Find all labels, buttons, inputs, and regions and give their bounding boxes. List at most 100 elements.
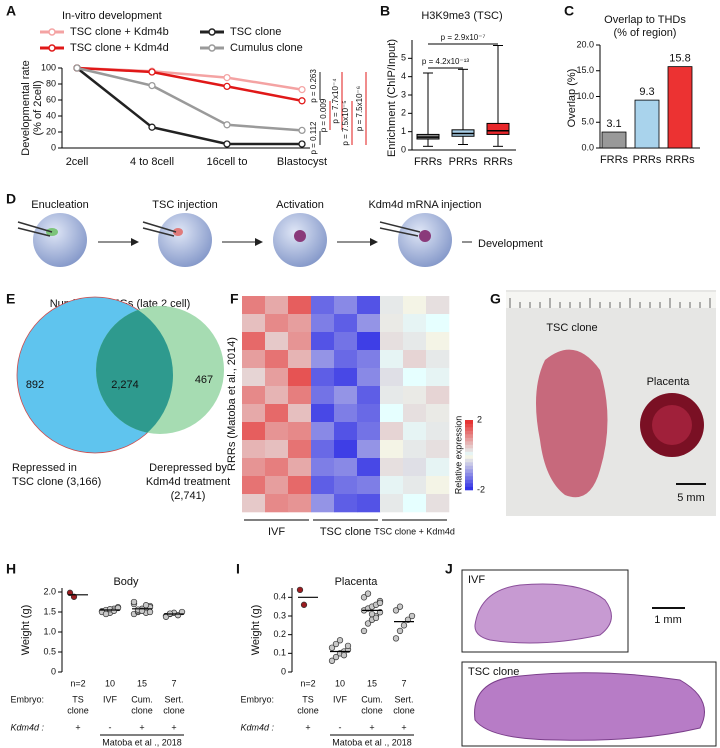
pronucleus — [294, 230, 306, 242]
x-tick-label: clone — [361, 705, 383, 715]
panel-letter: D — [6, 191, 16, 207]
scale-label: 1 mm — [654, 614, 682, 626]
heatmap-cell — [311, 494, 335, 513]
heatmap-cell — [380, 458, 404, 477]
photo: TSC clone Placenta 5 mm — [506, 290, 716, 516]
colorbar-step — [465, 469, 473, 473]
colorbar-step — [465, 472, 473, 477]
value-label: 3.1 — [606, 118, 621, 130]
point — [360, 594, 368, 601]
point — [300, 601, 308, 608]
point — [340, 652, 348, 659]
heatmap-cell — [288, 404, 312, 423]
bar — [634, 99, 660, 149]
row-label: Kdm4d : — [240, 722, 274, 732]
panel-letter: E — [6, 291, 15, 307]
venn-label: TSC clone (3,166) — [12, 476, 101, 488]
heatmap-cell — [426, 404, 450, 423]
point — [392, 635, 400, 642]
y-tick-label: 0.2 — [273, 629, 286, 639]
image-label: IVF — [468, 574, 485, 586]
venn-label: Repressed in — [12, 462, 77, 474]
colorbar-tick-label: 2 — [477, 414, 482, 424]
heatmap-cell — [288, 458, 312, 477]
point — [146, 608, 154, 616]
row-label: Embryo: — [240, 694, 274, 704]
x-tick-label: Sert. — [394, 694, 413, 704]
heatmap-cell — [334, 368, 358, 387]
heatmap-cell — [403, 386, 427, 405]
y-tick-label: 4 — [401, 71, 406, 81]
colorbar-tick-label: -2 — [477, 484, 485, 494]
heatmap-cell — [380, 494, 404, 513]
heatmap-cell — [403, 440, 427, 459]
point — [364, 620, 372, 627]
annotation: p = 7.5x10⁻⁵ — [341, 100, 350, 145]
heatmap-cell — [265, 350, 289, 369]
heatmap-cell — [426, 476, 450, 495]
heatmap-cell — [311, 368, 335, 387]
heatmap-cell — [242, 332, 266, 351]
colorbar-step — [465, 462, 473, 466]
nucleus — [173, 228, 183, 236]
panel-letter: G — [490, 291, 501, 307]
heatmap-cell — [357, 404, 381, 423]
n-label: n=2 — [300, 678, 315, 688]
point — [408, 612, 416, 620]
heatmap-cell — [265, 476, 289, 495]
pipette — [17, 227, 51, 237]
venn-label: Kdm4d treatment — [146, 476, 230, 488]
annotation: p = 7.5x10⁻⁶ — [355, 86, 364, 131]
pipette — [17, 221, 53, 233]
point — [364, 590, 372, 597]
point — [223, 82, 231, 91]
heatmap-cell — [357, 332, 381, 351]
heatmap-cell — [288, 440, 312, 459]
colorbar-step — [465, 444, 473, 449]
heatmap-cell — [334, 332, 358, 351]
x-tick-label: Cum. — [361, 694, 383, 704]
x-tick-label: Cum. — [131, 694, 153, 704]
panel-letter: C — [564, 3, 574, 19]
point — [142, 602, 150, 609]
y-axis-label: Developmental rate — [20, 60, 32, 155]
venn-count: 467 — [195, 374, 213, 386]
point — [138, 607, 146, 614]
kdm4d-label: - — [339, 722, 342, 732]
point — [396, 603, 404, 610]
venn-count: 892 — [26, 379, 44, 391]
colorbar-step — [465, 458, 473, 463]
heatmap-cell — [403, 296, 427, 315]
heatmap-cell — [242, 314, 266, 333]
point — [336, 637, 344, 644]
legend-marker — [208, 28, 216, 36]
legend-marker — [48, 28, 56, 36]
heatmap-cell — [426, 296, 450, 315]
point — [368, 610, 376, 618]
x-tick-label: 16cell to — [207, 156, 248, 168]
colorbar-step — [465, 427, 473, 431]
point — [376, 599, 384, 607]
heatmap-cell — [403, 350, 427, 369]
heatmap-cell — [334, 476, 358, 495]
heatmap-cell — [426, 494, 450, 513]
y-axis-label: Enrichment (ChIP/Input) — [386, 39, 398, 157]
kdm4d-label: + — [171, 722, 176, 732]
heatmap-cell — [403, 494, 427, 513]
reference-label: Matoba et al ., 2018 — [332, 737, 412, 747]
colorbar-step — [465, 465, 473, 470]
colorbar-step — [465, 437, 473, 442]
heatmap-cell — [265, 314, 289, 333]
y-axis-label: Overlap (%) — [566, 69, 578, 128]
x-tick-label: clone — [163, 705, 185, 715]
colorbar-step — [465, 476, 473, 480]
legend-label: TSC clone + Kdm4b — [70, 26, 169, 38]
placenta-inner — [652, 405, 692, 445]
kdm4d-label: + — [369, 722, 374, 732]
heatmap-cell — [357, 422, 381, 441]
y-tick-label: 0 — [51, 666, 56, 676]
heatmap-cell — [265, 404, 289, 423]
point — [148, 81, 156, 90]
point — [328, 644, 336, 651]
heatmap-cell — [357, 476, 381, 495]
